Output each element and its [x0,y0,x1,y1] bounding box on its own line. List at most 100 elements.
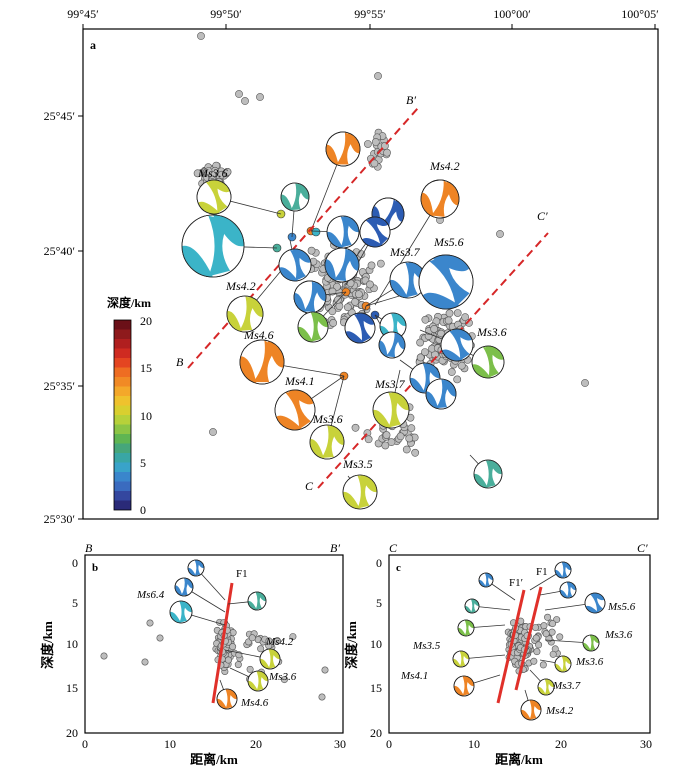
section-c-earthquakes [504,613,564,675]
colorbar-cell [114,339,131,349]
focal-mechanism-beachball [342,474,378,510]
beachball-compression-lobe [325,259,337,281]
beachball-compression-lobe [430,180,456,217]
fault-f1-label: F1 [536,566,548,578]
beachball-compression-lobe [405,262,418,298]
beachball-rim [372,391,410,429]
earthquake-dot [280,676,288,684]
beachball-compression-lobe [294,292,306,313]
focal-mechanism-beachball [359,216,391,248]
beachball-rim [280,182,310,212]
mag-label: Ms3.6 [575,656,604,668]
beachball-compression-lobe [321,425,339,458]
colorbar-tick: 20 [140,314,152,328]
earthquake-dot [224,656,232,664]
beachball-compression-lobe [248,600,257,610]
focal-mechanism-beachball [280,182,310,212]
colorbar-cell [114,405,131,415]
section-b-focal-mechanisms [169,559,281,710]
map-magnitude-labels: Ms3.6 Ms4.2 Ms3.7 Ms5.6 Ms4.2 Ms4.6 Ms3.… [197,159,507,471]
ytick: 0 [376,556,382,570]
colorbar-tick: 10 [140,409,152,423]
earthquake-dot [532,634,540,642]
xtick: 0 [386,737,392,751]
section-b-xticks: 0 10 20 30 [82,737,346,751]
map-frame [82,28,659,520]
beachball-rim [293,280,327,314]
beachball-compression-lobe [179,601,188,623]
focal-mechanism-beachball [247,670,269,692]
lon-tick-label: 99°50′ [210,7,242,21]
section-c-ylabel: 深度/km [344,621,359,669]
beachball-rim [259,648,281,670]
focal-mechanism-beachball [226,295,264,333]
beachball-rim [409,362,441,394]
beachball-compression-lobe [227,310,242,332]
focal-mechanism-beachball [239,339,285,385]
xtick: 10 [468,737,480,751]
earthquake-dot [530,657,538,665]
focal-mechanism-beachball [247,591,267,611]
earthquake-dot [376,259,385,268]
panel-label-c: c [396,562,401,574]
beachball-compression-lobe [482,346,499,378]
earthquake-dot [411,448,420,457]
beachball-compression-lobe [303,281,322,312]
beachball-compression-lobe [268,649,276,669]
focal-mechanism-beachball [196,179,232,215]
earthquake-dot [387,438,396,447]
earthquake-dot [496,230,504,238]
earthquake-dot [334,295,342,304]
beachball-compression-lobe [326,144,339,166]
xtick: 10 [164,737,176,751]
cross-section-c: C C′ c 0 5 10 15 20 0 10 20 30 距离/km 深度/… [344,541,652,767]
beachball-compression-lobe [240,356,257,384]
earthquake-dot [328,307,337,316]
mag-label: Ms4.2 [545,705,574,717]
beachball-compression-lobe [479,579,486,587]
cross-section-b: B B′ b 0 5 10 15 20 0 10 20 30 距离/km 深度/… [40,541,346,767]
earthquake-dot [540,622,548,630]
earthquake-dot [381,441,390,450]
beachball-rim [520,699,542,721]
beachball-rim [478,572,494,588]
beachball-rim [247,591,267,611]
earthquake-dot [329,319,338,327]
depth-colorbar: 深度/km 20 15 10 5 0 [107,295,152,517]
profile-b-end-label: B′ [406,93,416,107]
colorbar-title: 深度/km [107,295,151,310]
focal-mechanism-beachball [582,634,600,652]
colorbar-cell [114,320,131,330]
earthquake-dot [405,434,414,443]
earthquake-dot [229,643,237,651]
earthquake-dot [197,32,205,40]
earthquake-dot [289,633,297,641]
earthquake-dot [447,368,456,376]
focal-mechanism-beachball [216,688,238,710]
beachball-compression-lobe [253,340,279,383]
beachball-compression-lobe [208,215,231,277]
beachball-compression-lobe [333,248,356,281]
beachball-compression-lobe [182,245,213,277]
beachball-rim [359,216,391,248]
fault-f1-line [514,586,543,691]
colorbar-cell [114,386,131,396]
beachball-compression-lobe [217,698,227,709]
beachball-rim [309,424,345,460]
earthquake-dot [273,637,281,645]
earthquake-dot [383,148,391,157]
beachball-compression-lobe [560,589,568,598]
mag-label: Ms3.7 [374,377,406,391]
beachball-compression-lobe [181,578,191,596]
earthquake-dot [351,297,359,306]
mag-label: Ms5.6 [433,235,464,249]
beachball-rim [274,389,316,431]
section-c-focal-mechanisms [452,561,606,721]
colorbar-tick: 5 [140,456,146,470]
earthquake-dot [235,90,243,98]
beachball-compression-lobe [421,192,434,217]
focal-mechanism-beachball [187,559,205,577]
focal-mechanism-beachball [372,391,410,429]
beachball-rim [559,581,577,599]
